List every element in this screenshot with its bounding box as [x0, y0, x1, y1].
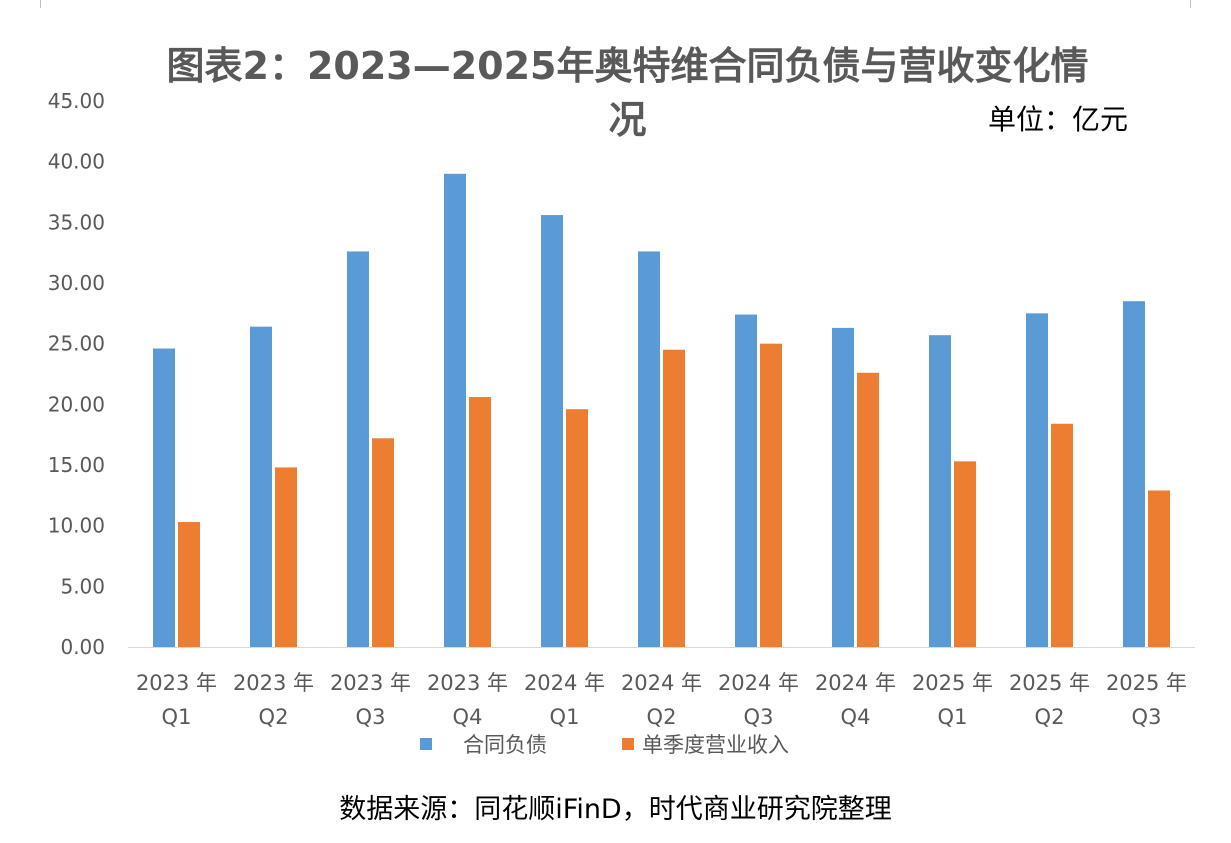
bar-quarterly-revenue — [566, 409, 588, 647]
bar-quarterly-revenue — [857, 372, 879, 647]
x-tick-label: Q3 — [744, 705, 774, 729]
x-tick-label: 2023 年 — [427, 671, 508, 695]
bar-contract-liabilities — [1123, 301, 1145, 647]
bar-contract-liabilities — [541, 215, 563, 647]
x-tick-label: 2025 年 — [912, 671, 993, 695]
x-tick-label: Q4 — [453, 705, 483, 729]
legend-swatch — [622, 738, 634, 750]
x-tick-label: 2023 年 — [136, 671, 217, 695]
y-axis-tick-labels: 0.00 5.00 10.00 15.00 20.00 25.00 30.00 35.00 40… — [48, 89, 105, 659]
bar-quarterly-revenue — [178, 522, 200, 647]
x-tick-label: 2025 年 — [1009, 671, 1090, 695]
x-tick-label: Q2 — [259, 705, 289, 729]
chart-title-line-1: 图表2：2023—2025年奥特维合同负债与营收变化情 — [166, 44, 1089, 88]
x-axis-tick-labels: 2023 年 Q1 2023 年 Q2 2023 年 Q3 2023 年 Q4 2024 年 Q1… — [136, 671, 1187, 729]
bar-contract-liabilities — [1026, 313, 1048, 647]
bar-quarterly-revenue — [1148, 490, 1170, 647]
bar-contract-liabilities — [347, 251, 369, 647]
x-tick-label: Q3 — [356, 705, 386, 729]
x-tick-label: Q4 — [841, 705, 871, 729]
bar-contract-liabilities — [735, 314, 757, 647]
y-tick-label: 10.00 — [48, 514, 105, 538]
x-tick-label: Q3 — [1132, 705, 1162, 729]
y-tick-label: 5.00 — [60, 574, 105, 598]
y-tick-label: 0.00 — [60, 635, 105, 659]
corner-mark-right — [1190, 0, 1191, 8]
unit-label: 单位：亿元 — [988, 103, 1129, 136]
x-tick-label: Q2 — [647, 705, 677, 729]
y-tick-label: 25.00 — [48, 332, 105, 356]
bar-marks — [153, 173, 1170, 648]
x-tick-label: Q1 — [162, 705, 192, 729]
x-tick-label: Q2 — [1035, 705, 1065, 729]
bar-contract-liabilities — [250, 326, 272, 647]
x-tick-label: 2023 年 — [233, 671, 314, 695]
bar-quarterly-revenue — [760, 343, 782, 647]
y-tick-label: 45.00 — [48, 89, 105, 113]
bar-contract-liabilities — [638, 251, 660, 647]
bar-quarterly-revenue — [954, 461, 976, 647]
y-tick-label: 40.00 — [48, 150, 105, 174]
x-tick-label: Q1 — [938, 705, 968, 729]
legend-swatch — [420, 738, 432, 750]
y-tick-label: 15.00 — [48, 453, 105, 477]
bar-contract-liabilities — [444, 173, 466, 648]
x-tick-label: Q1 — [550, 705, 580, 729]
bar-quarterly-revenue — [1051, 423, 1073, 647]
bar-quarterly-revenue — [275, 467, 297, 647]
bar-quarterly-revenue — [372, 438, 394, 647]
y-tick-label: 20.00 — [48, 392, 105, 416]
x-tick-label: 2025 年 — [1106, 671, 1187, 695]
bar-contract-liabilities — [832, 327, 854, 647]
y-tick-label: 30.00 — [48, 271, 105, 295]
legend-label: 合同负债 — [463, 733, 547, 757]
x-tick-label: 2024 年 — [718, 671, 799, 695]
bar-contract-liabilities — [929, 335, 951, 647]
source-note: 数据来源：同花顺iFinD，时代商业研究院整理 — [339, 794, 892, 825]
legend-label: 单季度营业收入 — [642, 733, 789, 757]
x-tick-label: 2023 年 — [330, 671, 411, 695]
chart-title-line-2: 况 — [608, 98, 647, 142]
x-tick-label: 2024 年 — [815, 671, 896, 695]
y-tick-label: 35.00 — [48, 210, 105, 234]
bar-quarterly-revenue — [469, 397, 491, 647]
bar-quarterly-revenue — [663, 349, 685, 647]
x-tick-label: 2024 年 — [524, 671, 605, 695]
corner-mark-left — [40, 0, 41, 8]
x-tick-label: 2024 年 — [621, 671, 702, 695]
bar-contract-liabilities — [153, 348, 175, 647]
legend: 合同负债 单季度营业收入 — [420, 733, 789, 757]
